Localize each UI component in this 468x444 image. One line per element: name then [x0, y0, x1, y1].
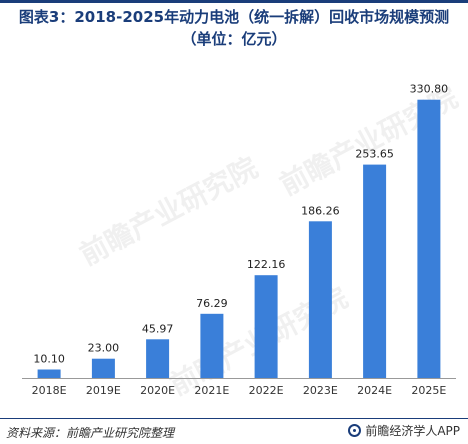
bar-2019E: [91, 358, 115, 378]
value-label-2022E: 122.16: [247, 258, 286, 271]
x-tick-2024E: 2024E: [357, 384, 392, 397]
bar-2020E: [146, 339, 170, 378]
value-label-2024E: 253.65: [355, 148, 394, 161]
value-label-2019E: 23.00: [88, 342, 120, 355]
bar-2021E: [200, 313, 224, 378]
source-note: 资料来源：前瞻产业研究院整理: [6, 426, 175, 440]
value-label-2018E: 10.10: [33, 353, 65, 366]
top-rule: [0, 0, 468, 3]
brand-name: 前瞻经济学人APP: [365, 424, 460, 438]
x-tick-2018E: 2018E: [32, 384, 67, 397]
bar-2023E: [308, 221, 332, 378]
bar-2024E: [363, 164, 387, 378]
chart-title: 图表3：2018-2025年动力电池（统一拆解）回收市场规模预测 （单位：亿元）: [0, 6, 468, 50]
chart-title-line1: 图表3：2018-2025年动力电池（统一拆解）回收市场规模预测: [18, 8, 450, 26]
x-tick-2023E: 2023E: [303, 384, 338, 397]
brand-logo-icon: [348, 424, 362, 437]
brand-credit: 前瞻经济学人APP: [348, 422, 460, 439]
chart-unit: （单位：亿元）: [181, 30, 287, 48]
value-label-2020E: 45.97: [142, 322, 174, 335]
value-label-2025E: 330.80: [410, 83, 449, 96]
value-label-2023E: 186.26: [301, 204, 340, 217]
bar-2018E: [37, 369, 61, 378]
bar-2022E: [254, 275, 278, 378]
x-tick-2019E: 2019E: [86, 384, 121, 397]
x-tick-2020E: 2020E: [140, 384, 175, 397]
x-tick-2022E: 2022E: [249, 384, 284, 397]
bar-chart: 10.10 2018E 23.00 2019E 45.97 2020E 76.29 2021E…: [22, 83, 456, 397]
bottom-rule: [0, 418, 468, 419]
value-label-2021E: 76.29: [196, 297, 228, 310]
bar-2025E: [417, 99, 441, 378]
x-tick-2025E: 2025E: [411, 384, 446, 397]
x-tick-2021E: 2021E: [194, 384, 229, 397]
